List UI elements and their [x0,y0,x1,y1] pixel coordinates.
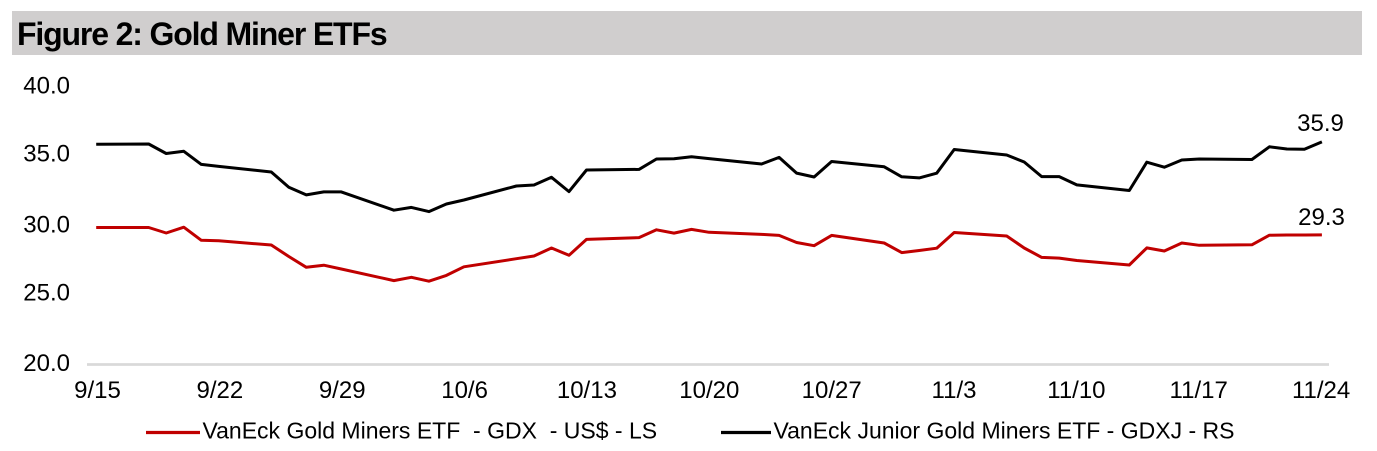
svg-text:9/29: 9/29 [319,377,366,404]
svg-text:29.3: 29.3 [1298,204,1345,231]
svg-text:VanEck Junior Gold Miners ETF: VanEck Junior Gold Miners ETF - GDXJ - R… [774,418,1235,444]
svg-text:10/6: 10/6 [441,377,488,404]
svg-text:11/3: 11/3 [932,377,977,404]
svg-text:35.0: 35.0 [23,140,70,167]
svg-text:30.0: 30.0 [23,211,70,238]
svg-text:9/15: 9/15 [74,377,121,404]
svg-text:35.9: 35.9 [1297,110,1344,137]
svg-text:20.0: 20.0 [23,350,70,377]
svg-text:10/13: 10/13 [557,377,617,404]
svg-text:11/24: 11/24 [1292,377,1350,404]
svg-text:40.0: 40.0 [23,73,70,100]
svg-text:25.0: 25.0 [23,279,70,306]
svg-text:10/20: 10/20 [679,377,739,404]
svg-text:VanEck Gold Miners ETF - GDX: VanEck Gold Miners ETF - GDX - US$ - LS [203,418,658,444]
svg-text:11/10: 11/10 [1047,377,1105,404]
svg-text:10/27: 10/27 [802,377,862,404]
svg-text:9/22: 9/22 [197,377,244,404]
svg-text:11/17: 11/17 [1170,377,1228,404]
